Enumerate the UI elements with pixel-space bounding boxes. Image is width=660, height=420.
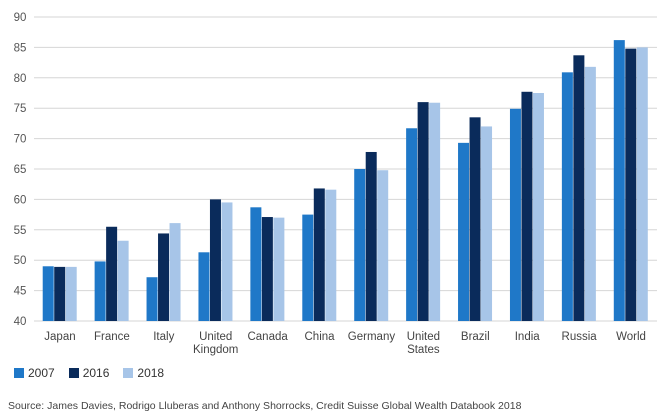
bar-2016-italy bbox=[158, 233, 170, 321]
legend-item-2018: 2018 bbox=[123, 366, 164, 380]
y-tick-label-80: 80 bbox=[14, 73, 27, 85]
bars bbox=[42, 40, 648, 322]
bar-2016-russia bbox=[573, 55, 585, 321]
x-tick-label-china: China bbox=[305, 331, 336, 343]
x-tick-label-france: France bbox=[94, 331, 130, 343]
legend-item-2007: 2007 bbox=[14, 366, 55, 380]
bar-2018-france bbox=[117, 240, 129, 321]
y-tick-label-60: 60 bbox=[14, 194, 27, 206]
bar-2018-russia bbox=[584, 66, 596, 321]
legend-label-2016: 2016 bbox=[82, 366, 110, 380]
y-tick-label-85: 85 bbox=[14, 42, 27, 54]
x-axis: Japan France Italy United Kingdom Canada China… bbox=[44, 331, 646, 356]
x-tick-label-world: World bbox=[616, 331, 646, 343]
bar-2016-world bbox=[625, 48, 637, 322]
x-tick-label-italy: Italy bbox=[153, 331, 174, 343]
bar-2007-italy bbox=[146, 277, 158, 321]
bar-chart: 40 45 50 55 60 65 70 75 80 85 90 Japan France Italy U… bbox=[14, 12, 657, 356]
bar-2007-india bbox=[509, 108, 521, 321]
x-tick-label-united-kingdom: United Kingdom bbox=[193, 331, 238, 356]
y-tick-label-75: 75 bbox=[14, 103, 27, 115]
bar-2016-france bbox=[106, 226, 118, 321]
bar-2007-brazil bbox=[458, 142, 470, 321]
y-tick-label-65: 65 bbox=[14, 164, 27, 176]
source-note: Source: James Davies, Rodrigo Lluberas a… bbox=[8, 400, 522, 412]
y-tick-label-70: 70 bbox=[14, 134, 27, 146]
legend-swatch-2007 bbox=[14, 368, 24, 378]
x-tick-label-germany: Germany bbox=[348, 331, 396, 343]
bar-2007-japan bbox=[42, 266, 54, 321]
bar-2007-russia bbox=[561, 72, 573, 321]
legend-label-2007: 2007 bbox=[28, 366, 55, 380]
gridlines bbox=[34, 16, 657, 322]
bar-2016-brazil bbox=[469, 117, 481, 321]
legend-swatch-2018 bbox=[123, 368, 134, 378]
x-tick-label-india: India bbox=[515, 331, 541, 343]
x-tick-label-united-states: United States bbox=[407, 331, 440, 356]
legend: 2007 2016 2018 bbox=[14, 366, 164, 380]
y-tick-label-55: 55 bbox=[14, 225, 27, 237]
bar-2016-china bbox=[313, 188, 325, 321]
bar-2007-china bbox=[302, 214, 314, 321]
y-tick-label-45: 45 bbox=[14, 286, 27, 298]
bar-2018-united-states bbox=[429, 102, 441, 321]
bar-2007-world bbox=[613, 40, 625, 321]
bar-2018-united-kingdom bbox=[221, 202, 233, 321]
bar-2016-india bbox=[521, 91, 533, 321]
bar-2018-italy bbox=[169, 223, 181, 321]
bar-2018-japan bbox=[65, 266, 77, 321]
bar-2018-germany bbox=[377, 170, 389, 321]
x-tick-label-brazil: Brazil bbox=[461, 331, 490, 343]
legend-swatch-2016 bbox=[68, 368, 79, 378]
y-tick-label-40: 40 bbox=[14, 316, 27, 328]
bar-2018-brazil bbox=[481, 126, 493, 321]
bar-2007-united-kingdom bbox=[198, 252, 210, 321]
y-tick-label-50: 50 bbox=[14, 255, 27, 267]
bar-2016-japan bbox=[54, 266, 66, 321]
x-tick-label-canada: Canada bbox=[247, 331, 288, 343]
bar-2018-china bbox=[325, 189, 337, 321]
bar-2018-india bbox=[532, 93, 544, 321]
bar-2016-united-states bbox=[417, 102, 429, 322]
y-axis: 40 45 50 55 60 65 70 75 80 85 90 bbox=[14, 12, 27, 328]
bar-2018-canada bbox=[273, 217, 285, 321]
bar-2007-france bbox=[94, 261, 106, 321]
bar-2016-canada bbox=[261, 217, 273, 321]
bar-2018-world bbox=[636, 47, 648, 322]
legend-label-2018: 2018 bbox=[137, 366, 165, 380]
bar-2007-united-states bbox=[406, 128, 418, 321]
bar-2007-canada bbox=[250, 207, 262, 321]
bar-2007-germany bbox=[354, 169, 366, 321]
x-tick-label-russia: Russia bbox=[562, 331, 598, 343]
bar-2016-united-kingdom bbox=[209, 199, 221, 321]
legend-item-2016: 2016 bbox=[68, 366, 110, 380]
x-tick-label-japan: Japan bbox=[44, 331, 75, 343]
bar-2016-germany bbox=[365, 151, 377, 321]
y-tick-label-90: 90 bbox=[14, 12, 27, 24]
